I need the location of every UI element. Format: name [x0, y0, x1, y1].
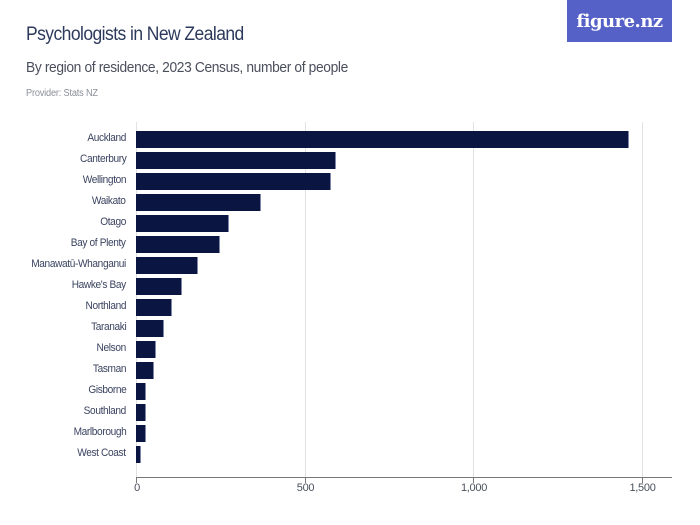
bar[interactable]: [136, 299, 173, 316]
bar[interactable]: [136, 257, 198, 274]
gridline: [473, 122, 474, 477]
category-label: Gisborne: [87, 384, 126, 396]
category-label: Wellington: [82, 174, 127, 186]
x-tick: [136, 477, 137, 483]
figure-nz-logo[interactable]: figure.nz: [567, 0, 672, 42]
category-label: Otago: [100, 216, 126, 228]
category-label: Manawatū-Whanganui: [31, 258, 126, 270]
bar[interactable]: [136, 152, 336, 169]
bar[interactable]: [136, 383, 147, 400]
category-label: Auckland: [87, 132, 126, 144]
bar[interactable]: [136, 425, 147, 442]
bar[interactable]: [136, 215, 229, 232]
provider-label: Provider: Stats NZ: [26, 88, 98, 99]
category-label: Waikato: [92, 195, 126, 207]
category-label: West Coast: [77, 447, 127, 459]
x-tick: [473, 477, 474, 483]
x-axis-line: [136, 477, 672, 478]
bar[interactable]: [136, 362, 155, 379]
bar[interactable]: [136, 236, 220, 253]
x-tick: [641, 477, 643, 483]
bar[interactable]: [136, 320, 165, 337]
bar[interactable]: [136, 278, 183, 295]
bar[interactable]: [136, 404, 147, 421]
gridline: [641, 122, 643, 477]
chart-subtitle: By region of residence, 2023 Census, num…: [26, 59, 348, 76]
x-tick-label: 500: [296, 482, 315, 494]
chart-title: Psychologists in New Zealand: [26, 24, 244, 45]
bar[interactable]: [136, 173, 332, 190]
category-label: Marlborough: [73, 426, 126, 438]
x-tick-label: 1,000: [460, 482, 488, 494]
gridline: [304, 122, 306, 477]
category-label: Northland: [85, 300, 126, 312]
category-label: Canterbury: [79, 153, 127, 165]
category-label: Bay of Plenty: [71, 237, 126, 249]
category-label: Taranaki: [90, 321, 127, 333]
bar[interactable]: [136, 194, 262, 211]
x-tick-label: 1,500: [629, 482, 656, 494]
bar[interactable]: [136, 131, 630, 148]
category-label: Tasman: [92, 363, 127, 375]
x-tick-label: 0: [134, 482, 140, 494]
bar[interactable]: [136, 341, 157, 358]
category-label: Southland: [83, 405, 127, 417]
logo-text: figure.nz: [576, 10, 663, 32]
category-label: Hawke's Bay: [71, 279, 127, 291]
x-tick: [304, 477, 306, 483]
bar[interactable]: [136, 446, 142, 463]
category-label: Nelson: [96, 342, 127, 354]
